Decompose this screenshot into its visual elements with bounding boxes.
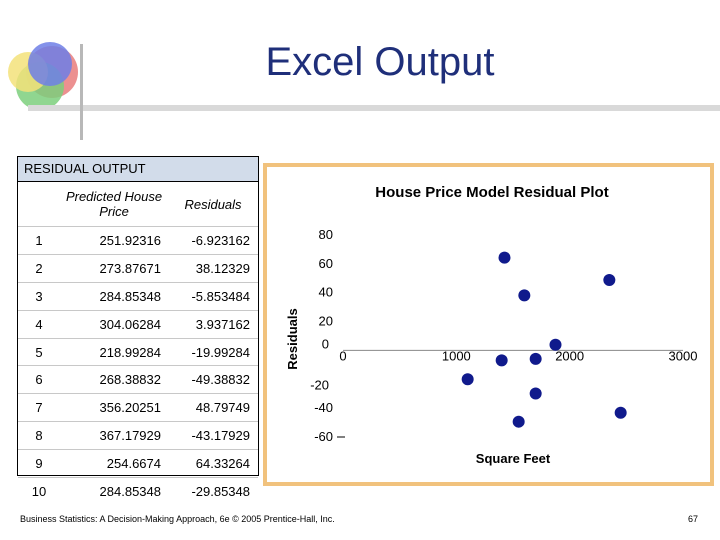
y-tick-label: 0: [322, 336, 329, 351]
slide-footer: Business Statistics: A Decision-Making A…: [20, 514, 335, 524]
table-row: 4 304.06284 3.937162: [18, 309, 258, 339]
predicted-price-cell: 251.92316: [60, 226, 167, 255]
table-row: 1 251.92316 -6.923162: [18, 226, 258, 255]
y-tick-label: 40: [319, 285, 333, 300]
row-index-cell: 8: [18, 421, 60, 450]
table-row: 3 284.85348 -5.853484: [18, 281, 258, 311]
predicted-price-cell: 218.99284: [60, 337, 167, 366]
table-row: 10 284.85348 -29.85348: [18, 477, 258, 505]
table-row: 8 367.17929 -43.17929: [18, 421, 258, 450]
predicted-price-cell: 284.85348: [60, 477, 167, 505]
residual-cell: 38.12329: [167, 253, 258, 283]
x-tick-labels: 0 1000 2000 3000: [339, 348, 697, 363]
residual-cell: -49.38832: [167, 365, 258, 394]
y-tick-label: -60: [314, 429, 333, 444]
column-header-row: Predicted House Price Residuals: [18, 182, 258, 227]
table-row: 5 218.99284 -19.99284: [18, 337, 258, 366]
data-point: [529, 387, 542, 400]
residual-cell: -19.99284: [167, 337, 258, 366]
residual-output-table: RESIDUAL OUTPUT Predicted House Price Re…: [17, 156, 259, 505]
y-tick-label: -40: [314, 400, 333, 415]
y-tick-labels: 80 60 40 20 0 -20 -40 -60: [310, 227, 333, 444]
column-header-index: [18, 182, 60, 227]
data-point: [461, 373, 474, 386]
page-number: 67: [688, 514, 699, 524]
predicted-price-cell: 367.17929: [60, 421, 167, 450]
residual-cell: 64.33264: [167, 449, 258, 478]
data-point: [529, 352, 542, 365]
x-tick-label: 3000: [669, 348, 698, 363]
table-row: 2 273.87671 38.12329: [18, 253, 258, 283]
y-axis-label: Residuals: [285, 308, 300, 369]
table-row: 6 268.38832 -49.38832: [18, 365, 258, 394]
data-point: [614, 406, 627, 419]
row-index-cell: 6: [18, 365, 60, 394]
residual-cell: -5.853484: [167, 281, 258, 311]
residual-cell: 48.79749: [167, 393, 258, 422]
residual-plot: House Price Model Residual Plot Residual…: [285, 184, 697, 466]
y-tick-label: 60: [319, 256, 333, 271]
residual-cell: -29.85348: [167, 477, 258, 505]
y-tick-label: 20: [319, 314, 333, 329]
data-point: [518, 289, 531, 302]
data-point: [495, 354, 508, 367]
predicted-price-cell: 356.20251: [60, 393, 167, 422]
predicted-price-cell: 284.85348: [60, 281, 167, 311]
decorative-logo-icon: [8, 42, 78, 110]
row-index-cell: 1: [18, 226, 60, 255]
x-tick-label: 2000: [555, 348, 584, 363]
row-index-cell: 7: [18, 393, 60, 422]
data-points: [461, 251, 627, 428]
row-index-cell: 4: [18, 309, 60, 339]
predicted-price-cell: 254.6674: [60, 449, 167, 478]
header-divider: [28, 105, 720, 111]
predicted-price-cell: 273.87671: [60, 253, 167, 283]
residual-cell: -6.923162: [167, 226, 258, 255]
table-row: 9 254.6674 64.33264: [18, 449, 258, 478]
column-header-residuals: Residuals: [184, 196, 242, 212]
chart-axes: [337, 349, 683, 438]
table-header: RESIDUAL OUTPUT: [18, 157, 258, 182]
x-axis-label: Square Feet: [476, 451, 551, 466]
table-row: 7 356.20251 48.79749: [18, 393, 258, 422]
x-tick-label: 1000: [442, 348, 471, 363]
y-tick-label: -20: [310, 377, 329, 392]
column-header-predicted: Predicted House Price: [65, 189, 163, 219]
row-index-cell: 5: [18, 337, 60, 366]
row-index-cell: 3: [18, 281, 60, 311]
residual-cell: -43.17929: [167, 421, 258, 450]
row-index-cell: 2: [18, 253, 60, 283]
chart-title: House Price Model Residual Plot: [375, 184, 608, 201]
row-index-cell: 10: [18, 477, 60, 505]
x-tick-label: 0: [339, 348, 346, 363]
residual-cell: 3.937162: [167, 309, 258, 339]
row-index-cell: 9: [18, 449, 60, 478]
data-point: [498, 251, 511, 264]
y-tick-label: 80: [319, 227, 333, 242]
residual-plot-frame: House Price Model Residual Plot Residual…: [263, 163, 714, 486]
data-point: [549, 338, 562, 351]
data-point: [603, 274, 616, 287]
header-vertical-rule: [80, 44, 83, 140]
predicted-price-cell: 304.06284: [60, 309, 167, 339]
slide-title: Excel Output: [265, 40, 495, 84]
data-point: [512, 415, 525, 428]
predicted-price-cell: 268.38832: [60, 365, 167, 394]
